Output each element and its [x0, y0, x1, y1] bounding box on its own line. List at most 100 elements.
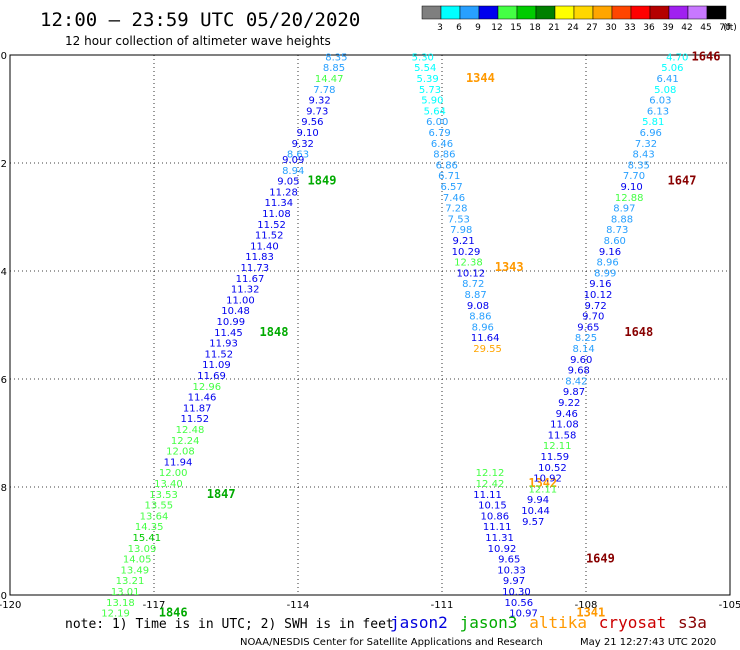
y-tick-label: -40	[0, 591, 7, 602]
pass-time-label: 1343	[495, 260, 524, 274]
wave-height-value: 5.08	[654, 85, 676, 96]
wave-height-value: 10.29	[452, 247, 481, 258]
wave-height-value: 11.83	[245, 252, 274, 263]
wave-height-value: 5.90	[421, 96, 443, 107]
wave-height-value: 12.24	[171, 436, 200, 447]
wave-height-value: 14.35	[135, 522, 164, 533]
wave-height-value: 7.53	[448, 214, 470, 225]
wave-height-value: 11.08	[550, 420, 579, 431]
legend-swatch	[687, 5, 708, 20]
wave-height-value: 5.39	[416, 74, 438, 85]
wave-height-value: 11.94	[164, 457, 193, 468]
wave-height-value: 9.08	[467, 301, 489, 312]
wave-height-value: 11.11	[483, 522, 512, 533]
wave-height-value: 13.18	[106, 598, 135, 609]
wave-height-value: 5.54	[414, 63, 436, 74]
wave-height-value: 11.52	[204, 349, 233, 360]
wave-height-value: 11.45	[214, 328, 243, 339]
wave-height-value: 6.96	[640, 128, 662, 139]
legend-swatch	[459, 5, 480, 20]
legend-label: 15	[510, 23, 521, 33]
wave-height-value: 13.01	[111, 587, 140, 598]
wave-height-value: 8.60	[604, 236, 626, 247]
wave-height-value: 13.64	[140, 511, 169, 522]
wave-height-value: 5.30	[412, 52, 434, 63]
wave-height-value: 11.73	[240, 263, 269, 274]
wave-height-value: 13.40	[154, 479, 183, 490]
wave-height-value: 10.33	[497, 565, 526, 576]
pass-time-label: 1648	[624, 325, 653, 339]
legend-swatch	[554, 5, 575, 20]
wave-height-value: 11.52	[180, 414, 209, 425]
wave-height-value: 10.12	[584, 290, 613, 301]
wave-height-value: 9.68	[568, 366, 590, 377]
legend-swatch	[611, 5, 632, 20]
wave-height-value: 9.94	[527, 495, 549, 506]
y-tick-label: -32	[0, 159, 7, 170]
legend-label: 45	[700, 23, 711, 33]
legend-label: 39	[662, 23, 674, 33]
wave-height-value: 8.85	[323, 63, 345, 74]
wave-height-value: 5.73	[419, 85, 441, 96]
legend-label: 42	[681, 23, 692, 33]
legend-swatch	[535, 5, 556, 20]
wave-height-value: 9.21	[452, 236, 474, 247]
wave-height-value: 11.28	[269, 187, 298, 198]
wave-height-value: 10.56	[504, 598, 533, 609]
wave-height-value: 10.92	[488, 544, 517, 555]
wave-height-value: 8.86	[469, 312, 491, 323]
wave-height-value: 4.70	[666, 52, 688, 63]
wave-height-value: 8.86	[433, 150, 455, 161]
pass-time-label: 1846	[159, 606, 188, 620]
wave-height-value: 7.70	[623, 171, 645, 182]
wave-height-value: 9.87	[563, 387, 585, 398]
wave-height-value: 11.08	[262, 209, 291, 220]
wave-height-value: 11.64	[471, 333, 500, 344]
wave-height-value: 9.09	[282, 155, 304, 166]
wave-height-value: 5.06	[661, 63, 683, 74]
y-tick-label: -30	[0, 51, 7, 62]
pass-time-label: 1848	[260, 325, 289, 339]
wave-height-value: 10.99	[216, 317, 245, 328]
wave-height-value: 8.99	[594, 268, 616, 279]
x-tick-label: -117	[143, 600, 166, 611]
wave-height-value: 6.71	[438, 171, 460, 182]
wave-height-value: 7.28	[445, 204, 467, 215]
wave-height-value: 9.46	[556, 409, 578, 420]
wave-height-value: 9.10	[620, 182, 642, 193]
wave-height-value: 13.21	[116, 576, 145, 587]
satellite-name: altika	[529, 613, 587, 632]
wave-height-value: 8.35	[325, 52, 347, 63]
wave-height-value: 10.30	[502, 587, 531, 598]
legend-swatch	[478, 5, 499, 20]
wave-height-value: 10.44	[521, 506, 550, 517]
wave-height-value: 5.81	[642, 117, 664, 128]
wave-height-value: 12.11	[528, 484, 557, 495]
wave-height-value: 13.49	[120, 565, 149, 576]
wave-height-value: 11.11	[473, 490, 502, 501]
wave-height-value: 11.87	[183, 403, 212, 414]
wave-height-value: 8.96	[596, 258, 618, 269]
pass-time-label: 1649	[586, 552, 615, 566]
satellite-legend: jason2 jason3 altika cryosat s3a	[390, 613, 707, 632]
chart-title: 12:00 – 23:59 UTC 05/20/2020	[40, 9, 360, 31]
legend-label: 70	[719, 23, 731, 33]
wave-height-value: 9.56	[301, 117, 323, 128]
legend-label: 3	[437, 23, 443, 33]
wave-height-value: 11.58	[548, 430, 577, 441]
wave-height-value: 6.13	[647, 106, 669, 117]
wave-height-value: 9.60	[570, 355, 592, 366]
x-tick-label: -105	[719, 600, 740, 611]
wave-height-value: 11.00	[226, 295, 255, 306]
wave-height-value: 8.73	[606, 225, 628, 236]
wave-height-value: 29.55	[473, 344, 502, 355]
legend-unit: (ft)	[723, 23, 737, 33]
pass-time-label: 1647	[668, 174, 697, 188]
wave-height-value: 10.48	[221, 306, 250, 317]
wave-height-value: 9.65	[577, 322, 599, 333]
wave-height-value: 11.31	[485, 533, 514, 544]
y-tick-label: -34	[0, 267, 7, 278]
legend-label: 6	[456, 23, 462, 33]
wave-height-value: 8.88	[611, 214, 633, 225]
wave-height-value: 6.03	[649, 96, 671, 107]
